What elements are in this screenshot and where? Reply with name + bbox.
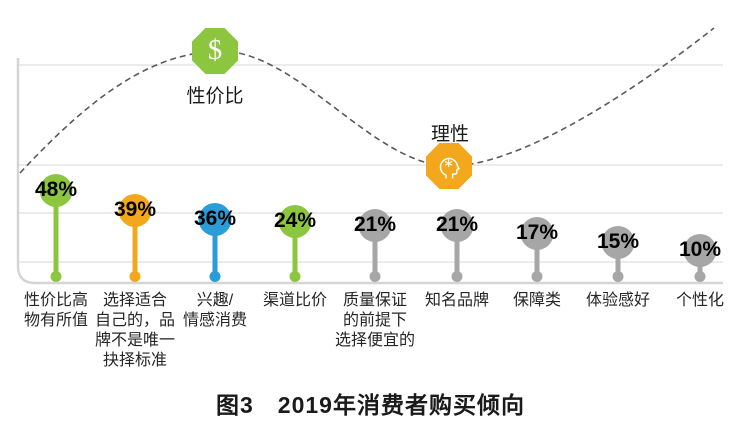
category-label: 性价比高 物有所值: [23, 292, 88, 329]
head-profile-icon: [439, 157, 460, 179]
lollipop-tip-dot: [694, 271, 706, 282]
peak-annotation-label: 性价比: [186, 86, 244, 107]
lollipop-bulb: [683, 233, 717, 267]
value-label: 36%: [193, 207, 237, 230]
lollipop-stem: [53, 190, 59, 277]
lollipop-bulb: [520, 216, 554, 250]
value-label: 24%: [273, 209, 317, 232]
figure-title: 图3 2019年消费者购买倾向: [216, 392, 525, 418]
dollar-octagon-icon: $: [192, 28, 238, 74]
category-label: 质量保证 的前提下 选择便宜的: [334, 292, 415, 349]
lollipop-tip-dot: [451, 271, 463, 282]
lollipop-stem: [454, 225, 460, 277]
category-label: 保障类: [512, 292, 561, 309]
category-label: 个性化: [675, 292, 724, 309]
lollipop-stem: [372, 225, 378, 277]
axis-frame: [16, 58, 723, 285]
lollipop-tip-dot: [209, 271, 221, 282]
lollipop-tip-dot: [129, 271, 141, 282]
lollipop-tip-dot: [612, 271, 624, 282]
rational-head-octagon-icon: [426, 143, 472, 189]
category-label: 知名品牌: [424, 292, 489, 309]
lollipop-bulb: [358, 208, 392, 242]
lollipop-bulb: [118, 193, 152, 227]
value-label: 10%: [678, 238, 722, 261]
category-label: 体验感好: [585, 292, 650, 309]
lollipop-tip-dot: [289, 271, 301, 282]
dollar-icon: $: [207, 33, 223, 66]
lollipop-tip-dot: [369, 271, 381, 282]
lollipop-bulb: [278, 204, 312, 238]
category-label: 选择适合 自己的，品 牌不是唯一 抉择标准: [94, 292, 175, 369]
lollipop-bulb: [601, 225, 635, 259]
category-label: 兴趣/ 情感消费: [182, 292, 247, 329]
lollipop-tip-dot: [531, 271, 543, 282]
lollipop-stem: [615, 242, 621, 277]
value-label: 15%: [596, 230, 640, 253]
value-label: 39%: [113, 198, 157, 221]
value-label: 17%: [515, 221, 559, 244]
lollipop-stem: [132, 210, 138, 277]
category-label: 渠道比价: [262, 292, 327, 309]
value-label: 48%: [34, 178, 78, 201]
trend-curve: [19, 27, 715, 174]
lollipop-bulb: [198, 202, 232, 236]
lollipop-stem: [534, 233, 540, 277]
value-label: 21%: [435, 213, 479, 236]
lollipop-stem: [212, 219, 218, 277]
lollipop-bulb: [39, 173, 73, 207]
lollipop-bulb: [440, 208, 474, 242]
value-label: 21%: [353, 213, 397, 236]
lollipop-stem: [292, 221, 298, 277]
lollipop-tip-dot: [50, 271, 62, 282]
trough-annotation-label: 理性: [430, 124, 469, 145]
